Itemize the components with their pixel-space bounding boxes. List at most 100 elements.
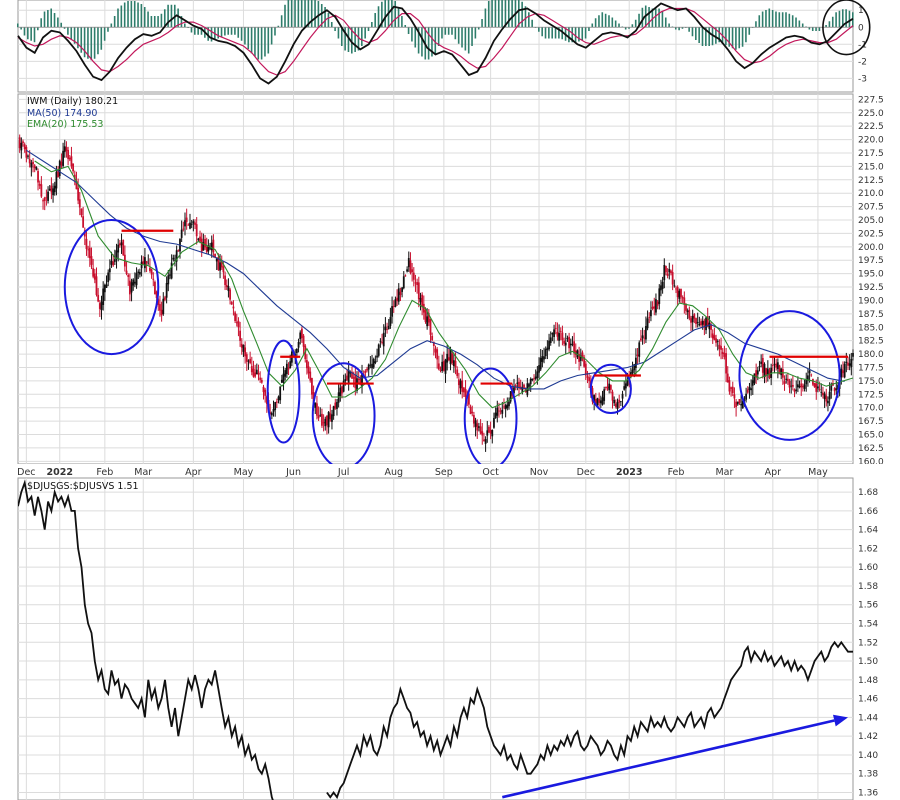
ratio-y-tick-label: 1.60 [858,563,878,573]
histogram-bar [795,17,797,28]
candle-down-body [22,141,24,144]
candle-down-body [83,230,86,237]
histogram-bar [317,1,320,28]
candle-down-body [37,171,39,183]
candle-up-body [134,281,136,284]
price-y-tick-label: 172.5 [858,390,884,400]
price-y-tick-label: 165.0 [858,431,884,441]
candle-up-body [655,299,657,313]
candle-down-body [422,303,425,313]
candle-up-body [255,369,258,375]
histogram-bar [568,27,570,43]
candle-up-body [314,402,317,408]
candle-down-body [447,357,450,361]
candle-down-body [239,330,242,341]
price-y-tick-label: 192.5 [858,283,884,293]
candle-down-body [67,149,69,159]
histogram-bar [143,7,146,28]
candle-up-body [641,335,644,339]
candle-up-body [766,368,769,375]
histogram-bar [558,27,560,39]
candle-up-body [108,268,111,273]
candle-down-body [468,393,470,405]
candle-down-body [351,371,353,379]
candle-up-body [55,171,58,189]
histogram-bar [441,27,443,39]
candle-up-body [780,368,783,376]
histogram-bar [284,4,286,28]
candle-down-body [307,366,310,374]
candle-down-body [700,321,702,326]
histogram-bar [197,27,199,35]
candle-down-body [352,377,355,379]
candle-up-body [384,326,387,331]
histogram-bar [765,10,767,28]
histogram-bar [477,27,480,30]
histogram-bar [768,8,771,28]
histogram-bar [788,13,791,28]
candle-down-body [25,146,28,158]
support-circle [589,363,632,415]
candle-down-body [414,282,417,284]
ratio-y-tick-label: 1.58 [858,582,878,592]
price-y-tick-label: 177.5 [858,363,884,373]
candle-down-body [237,320,240,328]
month-label: Dec [577,467,595,478]
histogram-bar [391,0,393,28]
histogram-bar [541,27,543,37]
candle-down-body [693,314,696,319]
histogram-bar [578,27,580,42]
candle-down-body [675,288,677,290]
histogram-bar [845,9,847,28]
candle-up-body [52,188,54,196]
candle-down-body [556,331,559,337]
candle-down-body [381,341,383,343]
candle-down-body [738,399,741,403]
month-label: 2023 [616,467,642,478]
histogram-bar [40,18,42,28]
candle-up-body [449,349,452,365]
candle-up-body [210,242,213,251]
histogram-bar [761,11,764,28]
histogram-bar [698,27,700,44]
price-y-tick-label: 217.5 [858,149,884,159]
candle-down-body [321,413,323,426]
candle-down-body [40,184,43,197]
candle-up-body [491,430,494,437]
histogram-bar [257,27,260,60]
candle-down-body [222,266,225,273]
histogram-bar [591,23,594,28]
candle-down-body [488,426,490,433]
candle-down-body [257,372,260,375]
candle-up-body [608,383,611,391]
candle-down-body [755,370,758,378]
price-y-tick-label: 207.5 [858,203,884,213]
candle-up-body [327,412,330,428]
candle-down-body [38,183,41,186]
candle-down-body [815,383,818,392]
candle-down-body [50,185,53,193]
candle-down-body [366,368,368,371]
candle-down-body [427,313,430,323]
candle-down-body [252,368,255,377]
candle-up-body [823,393,826,400]
candle-up-body [374,361,377,363]
candle-up-body [117,244,120,253]
histogram-bar [210,27,213,42]
candle-up-body [748,387,751,391]
histogram-bar [571,27,574,43]
candle-up-body [277,396,280,401]
candle-up-body [645,326,647,340]
histogram-bar [461,27,463,48]
candle-up-body [139,271,141,275]
histogram-bar [287,0,290,28]
support-circle [266,339,301,444]
candle-down-body [683,297,686,305]
candle-up-body [796,384,799,388]
histogram-bar [841,9,844,28]
candle-down-body [122,239,125,256]
histogram-bar [848,10,851,28]
candle-up-body [820,391,823,393]
histogram-bar [745,27,747,43]
candle-down-body [230,302,233,305]
